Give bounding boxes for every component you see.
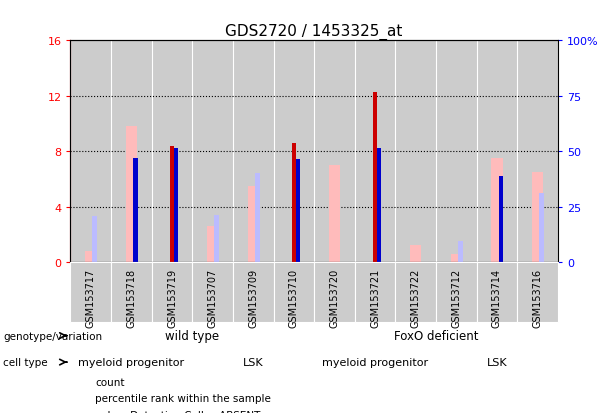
Text: wild type: wild type xyxy=(166,329,219,342)
Bar xyxy=(377,149,381,262)
Bar xyxy=(410,246,421,262)
Bar xyxy=(233,262,273,322)
Bar xyxy=(296,160,300,262)
Text: GSM153717: GSM153717 xyxy=(86,268,96,328)
Text: GSM153710: GSM153710 xyxy=(289,268,299,327)
Bar xyxy=(539,193,544,262)
Bar xyxy=(517,262,558,322)
Bar xyxy=(458,242,463,262)
Text: GSM153721: GSM153721 xyxy=(370,268,380,328)
Text: GSM153714: GSM153714 xyxy=(492,268,502,327)
Bar xyxy=(255,174,260,262)
Bar xyxy=(532,173,543,262)
Bar xyxy=(207,226,218,262)
Bar xyxy=(248,186,259,262)
Bar xyxy=(174,149,178,262)
Bar xyxy=(436,262,477,322)
Text: GSM153707: GSM153707 xyxy=(208,268,218,328)
Text: myeloid progenitor: myeloid progenitor xyxy=(322,357,428,367)
Text: GSM153712: GSM153712 xyxy=(451,268,462,328)
Bar xyxy=(152,262,192,322)
Bar xyxy=(93,217,97,262)
Bar xyxy=(355,262,395,322)
Text: GSM153720: GSM153720 xyxy=(329,268,340,328)
Bar xyxy=(85,251,96,262)
Bar xyxy=(134,159,137,262)
Text: LSK: LSK xyxy=(487,357,507,367)
Bar xyxy=(477,262,517,322)
Bar xyxy=(273,262,314,322)
Bar xyxy=(329,166,340,262)
Bar xyxy=(215,215,219,262)
Bar xyxy=(395,262,436,322)
Text: GSM153709: GSM153709 xyxy=(248,268,258,327)
Bar xyxy=(292,143,296,262)
Text: myeloid progenitor: myeloid progenitor xyxy=(78,357,185,367)
Text: GSM153718: GSM153718 xyxy=(126,268,137,327)
Text: cell type: cell type xyxy=(3,357,48,367)
Text: percentile rank within the sample: percentile rank within the sample xyxy=(95,393,271,403)
Text: count: count xyxy=(95,377,124,387)
Bar xyxy=(70,262,111,322)
Bar xyxy=(192,262,233,322)
Text: FoxO deficient: FoxO deficient xyxy=(394,329,478,342)
Bar xyxy=(170,146,174,262)
Text: GSM153719: GSM153719 xyxy=(167,268,177,327)
Title: GDS2720 / 1453325_at: GDS2720 / 1453325_at xyxy=(226,24,403,40)
Bar xyxy=(491,159,503,262)
Text: GSM153722: GSM153722 xyxy=(411,268,421,328)
Text: genotype/variation: genotype/variation xyxy=(3,331,102,341)
Bar xyxy=(111,262,151,322)
Text: LSK: LSK xyxy=(243,357,264,367)
Bar xyxy=(373,93,377,262)
Bar xyxy=(451,254,462,262)
Bar xyxy=(499,177,503,262)
Bar xyxy=(126,127,137,262)
Text: GSM153716: GSM153716 xyxy=(533,268,543,327)
Bar xyxy=(314,262,355,322)
Text: value, Detection Call = ABSENT: value, Detection Call = ABSENT xyxy=(95,410,261,413)
